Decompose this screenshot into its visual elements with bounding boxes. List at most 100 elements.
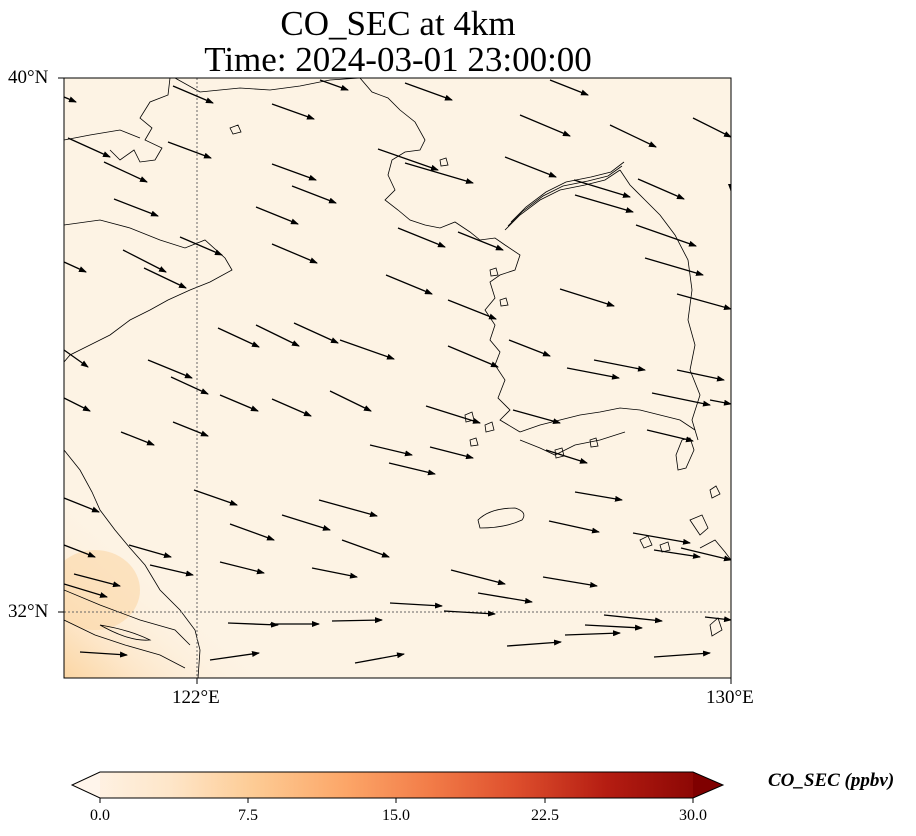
wind-arrow	[584, 624, 643, 631]
wind-arrow	[149, 564, 194, 577]
cb-ticklabel-1: 7.5	[238, 807, 258, 824]
wind-arrow	[603, 614, 663, 624]
wind-arrow	[311, 567, 358, 579]
wind-arrow	[172, 421, 209, 437]
wind-arrow	[709, 399, 731, 406]
wind-arrow	[404, 82, 453, 101]
wind-arrow	[573, 179, 631, 198]
wind-arrow	[377, 148, 439, 171]
wind-arrow	[291, 185, 337, 204]
wind-arrow	[429, 446, 474, 460]
colorbar-label: CO_SEC (ppbv)	[768, 770, 895, 791]
wind-arrow	[564, 630, 621, 637]
cb-ticklabel-2: 15.0	[382, 807, 410, 824]
wind-arrow	[209, 651, 260, 661]
wind-arrow	[329, 390, 372, 412]
wind-arrow	[64, 583, 108, 598]
wind-arrow	[548, 520, 600, 534]
wind-arrow	[319, 79, 349, 91]
wind-arrow	[217, 327, 260, 348]
wind-arrow	[255, 206, 299, 225]
wind-vectors	[64, 79, 731, 664]
wind-arrow	[318, 499, 378, 518]
wind-arrow	[339, 339, 395, 360]
wind-arrow	[574, 194, 634, 213]
map-title-line2: Time: 2024-03-01 23:00:00	[204, 40, 592, 79]
wind-arrow	[644, 257, 704, 276]
wind-arrow	[167, 141, 212, 159]
wind-arrow	[341, 539, 390, 558]
wind-arrow	[179, 236, 223, 256]
wind-arrow	[477, 592, 533, 604]
colorbar-extend-max	[693, 772, 723, 798]
wind-arrow	[508, 339, 551, 357]
wind-arrow	[504, 156, 557, 178]
high-concentration-region	[64, 470, 300, 678]
wind-arrow	[653, 650, 711, 658]
wind-arrow	[103, 161, 148, 183]
wind-arrow	[172, 85, 214, 104]
lat-label-40N: 40°N	[8, 67, 49, 88]
wind-arrow	[193, 489, 238, 506]
wind-arrow	[219, 394, 259, 412]
wind-arrow	[574, 491, 623, 502]
wind-arrow	[512, 409, 561, 425]
wind-arrow	[64, 497, 100, 513]
wind-arrow	[385, 274, 433, 295]
wind-arrow	[635, 224, 697, 247]
wind-arrow	[519, 114, 571, 137]
lon-label-122E: 122°E	[172, 687, 220, 708]
wind-arrow	[593, 359, 646, 372]
wind-arrow	[128, 544, 172, 558]
wind-arrow	[443, 610, 496, 617]
wind-arrow	[281, 514, 331, 531]
wind-arrow	[120, 431, 155, 446]
wind-arrow	[271, 243, 318, 264]
wind-arrow	[651, 392, 711, 407]
wind-arrow	[67, 137, 111, 158]
wind-arrow	[354, 652, 405, 664]
cb-ticklabel-0: 0.0	[90, 807, 110, 824]
wind-arrow	[506, 639, 562, 647]
wind-arrow	[542, 576, 598, 588]
wind-arrow	[397, 227, 446, 248]
wind-arrow	[331, 617, 383, 624]
wind-arrow	[676, 369, 725, 382]
wind-arrow	[404, 162, 474, 184]
wind-arrow	[425, 405, 481, 424]
wind-arrow	[79, 651, 128, 658]
wind-arrow	[64, 397, 91, 412]
wind-arrow	[64, 96, 77, 103]
wind-arrow	[388, 462, 436, 476]
wind-arrow	[646, 429, 694, 443]
wind-arrow	[559, 288, 615, 307]
wind-arrow	[293, 322, 339, 344]
wind-arrow	[637, 178, 685, 200]
wind-arrow	[64, 261, 87, 273]
high-concentration-core	[64, 550, 140, 630]
colorbar	[70, 771, 725, 803]
wind-arrow	[73, 573, 121, 588]
wind-arrow	[369, 444, 413, 457]
map-frame	[63, 77, 732, 679]
wind-arrow	[229, 523, 275, 541]
wind-arrow	[227, 621, 279, 628]
wind-arrow	[64, 544, 96, 558]
wind-arrow	[450, 569, 506, 586]
lat-label-32N: 32°N	[8, 601, 49, 622]
coastlines	[64, 78, 731, 678]
wind-arrow	[704, 616, 731, 623]
wind-arrow	[143, 267, 187, 289]
lon-label-130E: 130°E	[706, 687, 754, 708]
wind-arrow	[632, 532, 691, 545]
wind-arrow	[549, 79, 589, 96]
colorbar-gradient	[72, 772, 723, 798]
colorbar-extend-min	[72, 772, 100, 798]
wind-arrow	[545, 449, 588, 464]
cb-ticklabel-4: 30.0	[679, 807, 707, 824]
wind-arrow	[457, 231, 504, 251]
wind-arrow	[389, 602, 443, 609]
map-title-line1: CO_SEC at 4km	[280, 4, 516, 43]
wind-arrow	[64, 349, 89, 368]
